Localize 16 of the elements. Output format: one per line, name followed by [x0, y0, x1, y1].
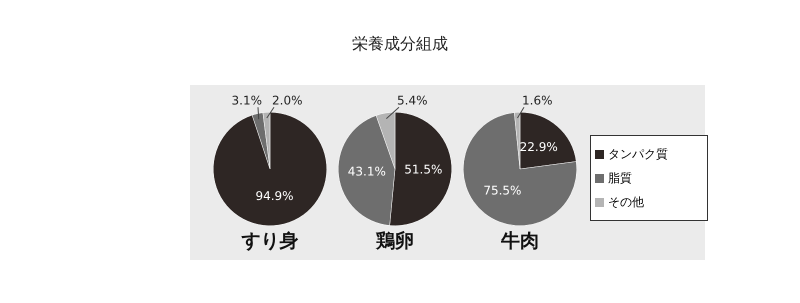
slice-label: 鶏卵 [374, 229, 415, 254]
legend-label: タンパク質 [608, 146, 668, 162]
data-label: 2.0% [272, 93, 302, 108]
legend-label: その他 [608, 194, 644, 210]
data-label: 5.4% [397, 93, 428, 108]
data-label: 51.5% [404, 162, 442, 176]
data-label: 94.9% [255, 189, 294, 204]
data-label: 75.5% [483, 183, 522, 198]
data-label: 43.1% [348, 164, 386, 179]
data-label: 22.9% [520, 140, 558, 154]
data-label: 3.1% [232, 93, 262, 108]
data-label: 1.6% [522, 93, 552, 108]
slice-label: すり身 [240, 229, 300, 254]
legend-label: 脂質 [608, 170, 632, 186]
chart-title: 栄養成分組成 [351, 34, 449, 55]
slice-label: 牛肉 [500, 229, 540, 254]
